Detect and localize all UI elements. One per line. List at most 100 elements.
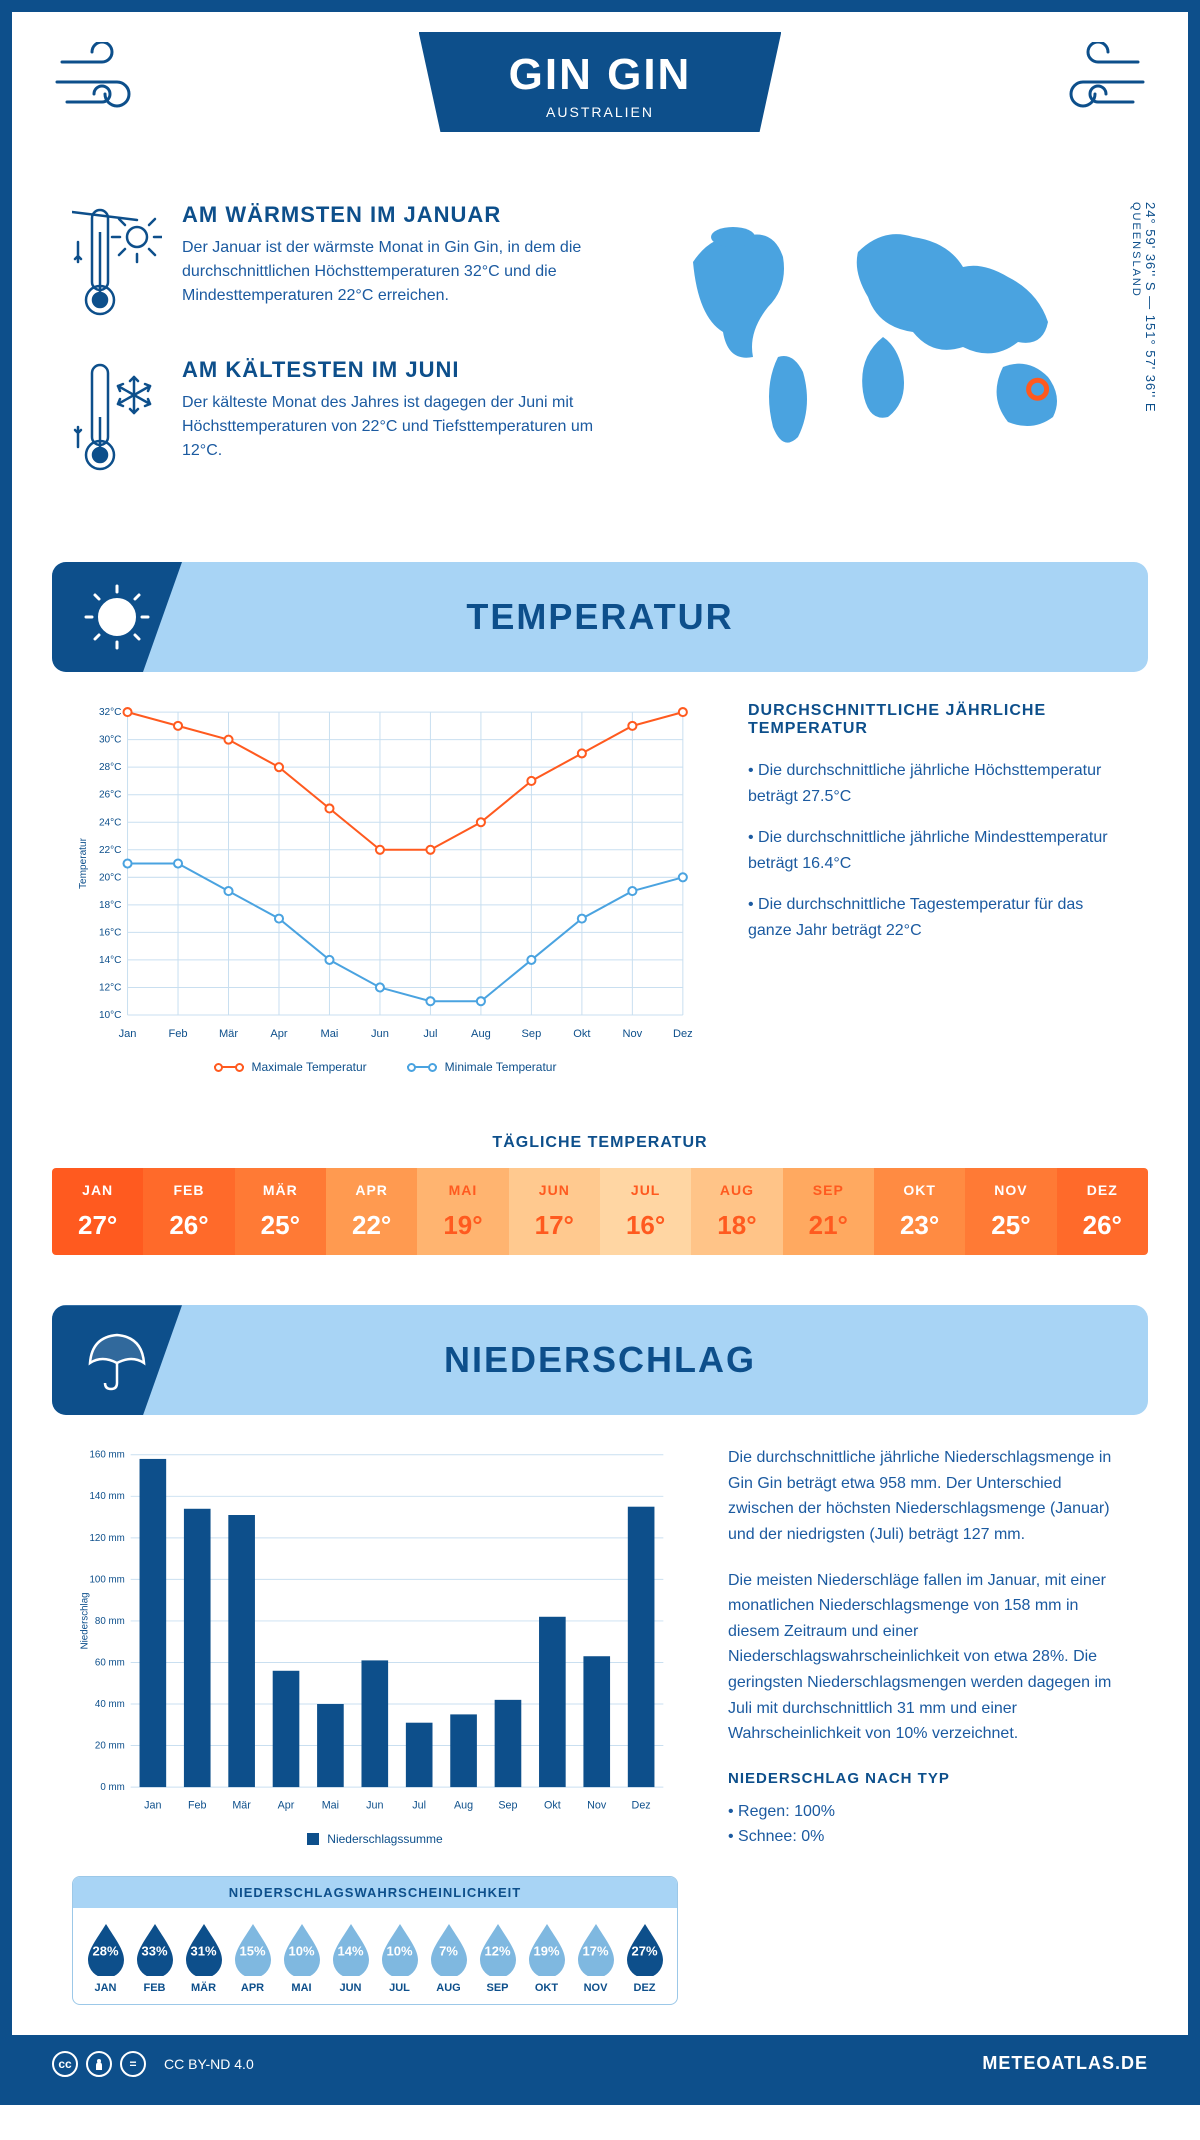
svg-text:Okt: Okt <box>573 1028 590 1040</box>
coldest-block: AM KÄLTESTEN IM JUNI Der kälteste Monat … <box>72 357 628 482</box>
svg-text:80 mm: 80 mm <box>95 1616 125 1627</box>
nd-icon: = <box>120 2051 146 2077</box>
daily-temp-cell: SEP21° <box>783 1168 874 1255</box>
svg-text:22°C: 22°C <box>99 845 122 856</box>
svg-text:24°C: 24°C <box>99 817 122 828</box>
svg-text:Aug: Aug <box>454 1800 473 1812</box>
region-label: QUEENSLAND <box>1130 202 1142 298</box>
precip-probability-box: NIEDERSCHLAGSWAHRSCHEINLICHKEIT 28%JAN33… <box>72 1876 678 2005</box>
header: GIN GIN AUSTRALIEN <box>12 12 1188 182</box>
temperature-chart: 10°C12°C14°C16°C18°C20°C22°C24°C26°C28°C… <box>72 702 698 1074</box>
svg-text:Okt: Okt <box>544 1800 561 1812</box>
svg-text:Apr: Apr <box>278 1800 295 1812</box>
precip-type-heading: NIEDERSCHLAG NACH TYP <box>728 1767 1128 1791</box>
precipitation-title: NIEDERSCHLAG <box>444 1339 756 1381</box>
precip-prob-cell: 17%NOV <box>573 1922 618 1994</box>
temperature-summary: DURCHSCHNITTLICHE JÄHRLICHE TEMPERATUR D… <box>748 702 1128 1074</box>
svg-text:32°C: 32°C <box>99 707 122 718</box>
svg-text:20 mm: 20 mm <box>95 1741 125 1752</box>
svg-text:Mär: Mär <box>219 1028 238 1040</box>
coldest-body: Der kälteste Monat des Jahres ist dagege… <box>182 391 602 463</box>
precip-prob-cell: 33%FEB <box>132 1922 177 1994</box>
svg-text:40 mm: 40 mm <box>95 1699 125 1710</box>
temp-bullet: Die durchschnittliche Tagestemperatur fü… <box>748 892 1128 943</box>
svg-text:18°C: 18°C <box>99 900 122 911</box>
svg-text:Jan: Jan <box>119 1028 137 1040</box>
legend-max-label: Maximale Temperatur <box>252 1060 367 1074</box>
daily-temp-cell: MÄR25° <box>235 1168 326 1255</box>
svg-text:30°C: 30°C <box>99 735 122 746</box>
svg-text:26°C: 26°C <box>99 790 122 801</box>
precip-prob-cell: 10%MAI <box>279 1922 324 1994</box>
svg-text:Jul: Jul <box>412 1800 426 1812</box>
svg-text:Aug: Aug <box>471 1028 491 1040</box>
page-subtitle: AUSTRALIEN <box>509 104 692 120</box>
precip-type-item: • Schnee: 0% <box>728 1824 1128 1850</box>
svg-text:Mai: Mai <box>321 1028 339 1040</box>
svg-text:Temperatur: Temperatur <box>78 837 89 889</box>
site-name: METEOATLAS.DE <box>982 2053 1148 2074</box>
daily-temp-cell: DEZ26° <box>1057 1168 1148 1255</box>
svg-text:Jan: Jan <box>144 1800 161 1812</box>
svg-text:60 mm: 60 mm <box>95 1658 125 1669</box>
precip-prob-cell: 7%AUG <box>426 1922 471 1994</box>
temperature-banner: TEMPERATUR <box>52 562 1148 672</box>
svg-text:120 mm: 120 mm <box>90 1533 125 1544</box>
title-banner: GIN GIN AUSTRALIEN <box>419 32 782 132</box>
svg-text:Jun: Jun <box>371 1028 389 1040</box>
coords-label: 24° 59' 36'' S — 151° 57' 36'' E <box>1143 202 1158 413</box>
svg-text:20°C: 20°C <box>99 872 122 883</box>
precip-legend-label: Niederschlagssumme <box>327 1832 442 1846</box>
svg-text:Sep: Sep <box>498 1800 517 1812</box>
coldest-heading: AM KÄLTESTEN IM JUNI <box>182 357 602 383</box>
daily-temp-cell: MAI19° <box>417 1168 508 1255</box>
cc-icon: cc <box>52 2051 78 2077</box>
daily-temp-table: JAN27°FEB26°MÄR25°APR22°MAI19°JUN17°JUL1… <box>52 1168 1148 1255</box>
daily-temp-cell: FEB26° <box>143 1168 234 1255</box>
precipitation-banner: NIEDERSCHLAG <box>52 1305 1148 1415</box>
daily-temp-cell: JUL16° <box>600 1168 691 1255</box>
precipitation-summary: Die durchschnittliche jährliche Niedersc… <box>728 1445 1128 2004</box>
by-icon <box>86 2051 112 2077</box>
footer: cc = CC BY-ND 4.0 METEOATLAS.DE <box>12 2035 1188 2093</box>
svg-text:Niederschlag: Niederschlag <box>80 1593 91 1650</box>
svg-text:Apr: Apr <box>270 1028 288 1040</box>
svg-text:Mai: Mai <box>322 1800 339 1812</box>
page-title: GIN GIN <box>509 50 692 100</box>
daily-temp-heading: TÄGLICHE TEMPERATUR <box>12 1134 1188 1152</box>
warmest-heading: AM WÄRMSTEN IM JANUAR <box>182 202 602 228</box>
warmest-block: AM WÄRMSTEN IM JANUAR Der Januar ist der… <box>72 202 628 327</box>
svg-text:Sep: Sep <box>522 1028 542 1040</box>
precip-para-2: Die meisten Niederschläge fallen im Janu… <box>728 1568 1128 1747</box>
precipitation-chart: 0 mm20 mm40 mm60 mm80 mm100 mm120 mm140 … <box>72 1445 678 2004</box>
license-text: CC BY-ND 4.0 <box>164 2056 254 2072</box>
daily-temp-cell: OKT23° <box>874 1168 965 1255</box>
svg-text:Dez: Dez <box>632 1800 651 1812</box>
wind-icon <box>1038 42 1148 127</box>
temperature-legend: Maximale Temperatur Minimale Temperatur <box>72 1060 698 1074</box>
daily-temp-cell: APR22° <box>326 1168 417 1255</box>
daily-temp-cell: JAN27° <box>52 1168 143 1255</box>
svg-text:12°C: 12°C <box>99 982 122 993</box>
thermometer-cold-icon <box>72 357 162 482</box>
temp-bullet: Die durchschnittliche jährliche Mindestt… <box>748 825 1128 876</box>
svg-text:Jul: Jul <box>423 1028 437 1040</box>
svg-text:10°C: 10°C <box>99 1010 122 1021</box>
precip-prob-cell: 15%APR <box>230 1922 275 1994</box>
umbrella-corner-icon <box>52 1305 182 1415</box>
svg-text:Feb: Feb <box>168 1028 187 1040</box>
svg-text:14°C: 14°C <box>99 955 122 966</box>
license-block: cc = CC BY-ND 4.0 <box>52 2051 254 2077</box>
daily-temp-cell: AUG18° <box>691 1168 782 1255</box>
svg-text:0 mm: 0 mm <box>100 1782 124 1793</box>
temp-bullet: Die durchschnittliche jährliche Höchstte… <box>748 758 1128 809</box>
sun-corner-icon <box>52 562 182 672</box>
wind-icon <box>52 42 162 127</box>
svg-text:Jun: Jun <box>366 1800 383 1812</box>
precip-para-1: Die durchschnittliche jährliche Niedersc… <box>728 1445 1128 1547</box>
precip-prob-cell: 14%JUN <box>328 1922 373 1994</box>
svg-text:Dez: Dez <box>673 1028 693 1040</box>
precip-prob-cell: 28%JAN <box>83 1922 128 1994</box>
daily-temp-cell: NOV25° <box>965 1168 1056 1255</box>
info-row: AM WÄRMSTEN IM JANUAR Der Januar ist der… <box>12 182 1188 552</box>
